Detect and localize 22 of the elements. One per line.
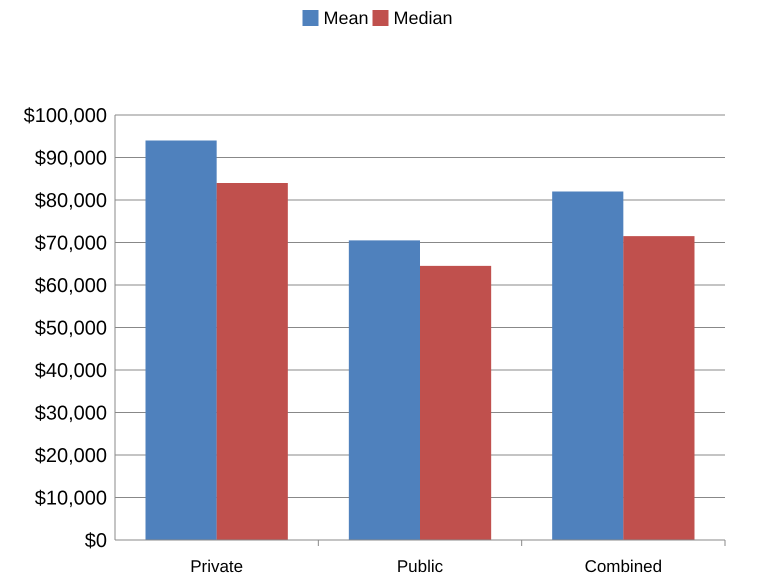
y-tick-label: $60,000 bbox=[34, 275, 107, 297]
y-tick-label: $80,000 bbox=[34, 190, 107, 212]
x-tick-label: Public bbox=[396, 557, 444, 576]
y-tick-label: $100,000 bbox=[24, 105, 107, 127]
bar bbox=[348, 240, 420, 540]
y-tick-label: $0 bbox=[84, 530, 107, 552]
y-tick-label: $20,000 bbox=[34, 445, 107, 467]
legend-label: Mean bbox=[324, 8, 369, 28]
bar bbox=[552, 192, 624, 540]
y-tick-label: $70,000 bbox=[34, 232, 107, 254]
y-tick-label: $90,000 bbox=[34, 148, 107, 170]
bar bbox=[216, 183, 288, 540]
bar bbox=[623, 236, 694, 540]
x-tick-label: Private bbox=[190, 557, 244, 576]
y-tick-label: $30,000 bbox=[34, 402, 107, 424]
legend-label: Median bbox=[394, 8, 453, 28]
x-tick-label: Combined bbox=[584, 557, 662, 576]
y-tick-label: $40,000 bbox=[34, 360, 107, 382]
bar bbox=[420, 266, 492, 540]
y-tick-label: $50,000 bbox=[34, 318, 107, 340]
bar bbox=[146, 140, 217, 540]
y-tick-label: $10,000 bbox=[34, 488, 107, 510]
